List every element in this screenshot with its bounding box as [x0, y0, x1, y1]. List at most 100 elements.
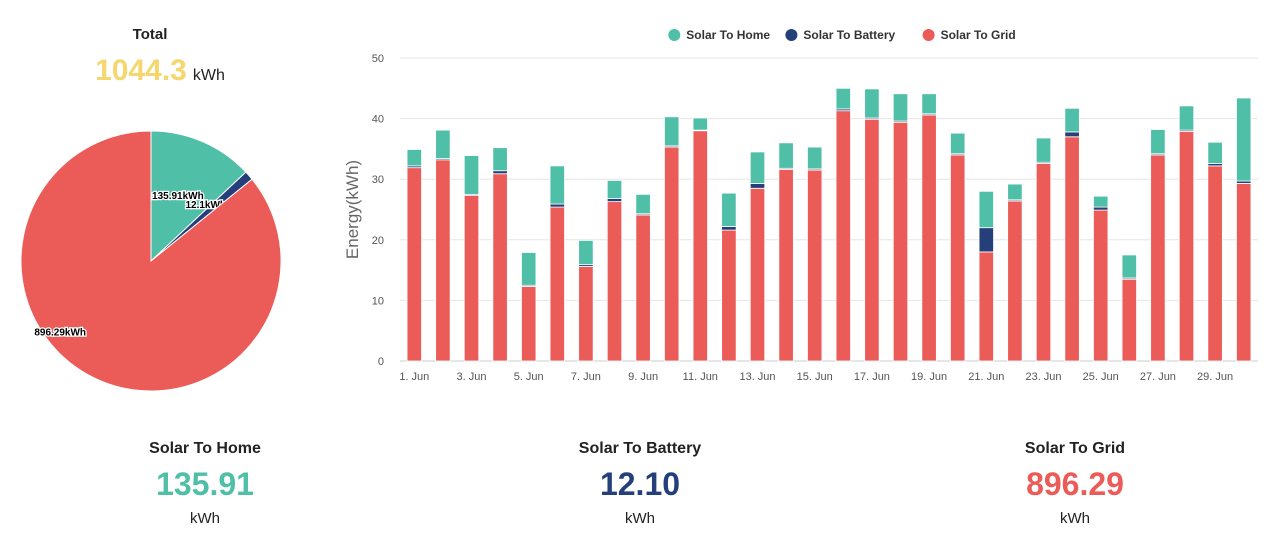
bar-solar-to-home [749, 151, 766, 184]
bar-solar-to-grid [864, 118, 880, 362]
pie-data-label: 896.29kWh [34, 328, 86, 339]
y-axis-title: Energy(kWh) [343, 160, 362, 259]
bar-chart: 0 10 20 30 40 50 Energy(kWh) 1. Jun 3. Jun 5. Jun… [343, 28, 1258, 383]
bar-solar-to-home [492, 147, 508, 172]
stat-solar-to-grid: Solar To Grid 896.29 kWh [955, 440, 1195, 527]
legend-label[interactable]: Solar To Battery [803, 28, 895, 42]
x-tick-label: 15. Jun [797, 371, 833, 383]
x-tick-label: 23. Jun [1025, 371, 1061, 383]
x-tick-label: 1. Jun [399, 371, 429, 383]
bar-solar-to-home [578, 240, 594, 266]
bar-solar-to-battery [549, 203, 565, 208]
bar-solar-to-grid [578, 266, 594, 362]
stat-value: 135.91 [156, 466, 254, 502]
bar-solar-to-home [1178, 105, 1195, 131]
bar-solar-to-home [835, 87, 851, 110]
bar-solar-to-home [778, 142, 794, 169]
stat-solar-to-home: Solar To Home 135.91 kWh [85, 440, 325, 527]
bar-solar-to-grid [635, 214, 651, 362]
bar-solar-to-home [1150, 129, 1166, 155]
bar-solar-to-battery [1064, 131, 1080, 138]
bar-solar-to-grid [435, 159, 451, 362]
stat-name: Solar To Home [149, 440, 261, 457]
bar-solar-to-home [635, 193, 651, 215]
bar-solar-to-grid [835, 110, 851, 362]
pie-slice-solar-to-grid [20, 130, 282, 392]
bar-solar-to-home [864, 88, 880, 119]
bar-solar-to-home [692, 117, 708, 131]
bar-solar-to-grid [1207, 165, 1223, 362]
bar-solar-to-grid [749, 187, 766, 362]
legend-marker [922, 29, 935, 41]
bar-solar-to-grid [1007, 200, 1023, 362]
bar-solar-to-home [664, 116, 680, 147]
bar-solar-to-home [950, 132, 966, 155]
bar-solar-to-battery [721, 226, 737, 231]
bar-solar-to-grid [921, 114, 937, 362]
stat-name: Solar To Battery [578, 440, 702, 457]
y-tick-label: 40 [372, 114, 384, 126]
bar-solar-to-grid [406, 167, 422, 362]
bar-solar-to-home [1093, 195, 1109, 208]
x-tick-label: 11. Jun [683, 371, 718, 383]
x-tick-label: 9. Jun [628, 371, 658, 383]
bar-solar-to-grid [549, 206, 565, 362]
bar-solar-to-grid [1121, 278, 1137, 362]
bar-solar-to-home [406, 149, 422, 167]
stat-solar-to-battery: Solar To Battery 12.10 kWh [520, 440, 760, 527]
bar-solar-to-grid [521, 286, 537, 362]
bar-solar-to-battery [606, 198, 623, 203]
legend-marker [668, 29, 681, 41]
x-tick-label: 19. Jun [911, 371, 947, 383]
bar-solar-to-home [721, 192, 737, 227]
bar-solar-to-home [521, 252, 537, 286]
y-tick-label: 50 [372, 53, 384, 65]
legend-label[interactable]: Solar To Grid [941, 28, 1016, 42]
x-tick-label: 25. Jun [1083, 371, 1119, 383]
bar-solar-to-grid [721, 229, 737, 362]
bar-solar-to-home [1236, 97, 1252, 182]
bar-solar-to-grid [492, 173, 508, 362]
bar-solar-to-home [807, 146, 823, 170]
bar-solar-to-grid [664, 146, 680, 362]
bar-solar-to-grid [1236, 183, 1252, 362]
bar-solar-to-battery [978, 227, 994, 253]
stat-unit: kWh [625, 510, 655, 527]
bar-solar-to-home [892, 93, 909, 122]
bar-solar-to-grid [1093, 209, 1109, 362]
bar-solar-to-grid [692, 130, 708, 362]
bar-solar-to-home [1007, 183, 1023, 201]
bar-solar-to-grid [606, 201, 623, 362]
stat-value: 12.10 [599, 466, 681, 502]
x-tick-label: 29. Jun [1197, 371, 1233, 383]
bar-solar-to-grid [1064, 136, 1080, 362]
bar-solar-to-battery [1093, 206, 1109, 211]
bar-solar-to-home [435, 129, 451, 159]
legend-marker [785, 29, 798, 41]
bar-solar-to-home [921, 93, 937, 115]
total-line: 1044.3 kWh [60, 54, 260, 88]
x-tick-label: 5. Jun [514, 371, 544, 383]
x-tick-label: 17. Jun [854, 371, 890, 383]
bar-solar-to-grid [463, 195, 480, 362]
bar-solar-to-home [463, 155, 480, 195]
y-tick-label: 0 [378, 356, 384, 368]
x-tick-label: 27. Jun [1140, 371, 1176, 383]
stat-unit: kWh [190, 510, 220, 527]
stat-name: Solar To Grid [1024, 440, 1126, 457]
x-tick-label: 3. Jun [457, 371, 487, 383]
y-tick-label: 30 [372, 174, 384, 186]
legend-label[interactable]: Solar To Home [686, 28, 770, 42]
stat-unit: kWh [1060, 510, 1090, 527]
bar-solar-to-battery [492, 170, 508, 175]
x-tick-label: 13. Jun [739, 371, 775, 383]
total-unit: kWh [192, 67, 225, 84]
stat-value: 896.29 [1026, 466, 1124, 502]
bar-solar-to-grid [1035, 163, 1052, 362]
bar-solar-to-home [1064, 107, 1080, 133]
y-tick-label: 20 [372, 235, 384, 247]
bar-solar-to-home [606, 180, 623, 199]
bar-solar-to-home [1121, 254, 1137, 279]
bar-solar-to-home [1035, 137, 1052, 163]
